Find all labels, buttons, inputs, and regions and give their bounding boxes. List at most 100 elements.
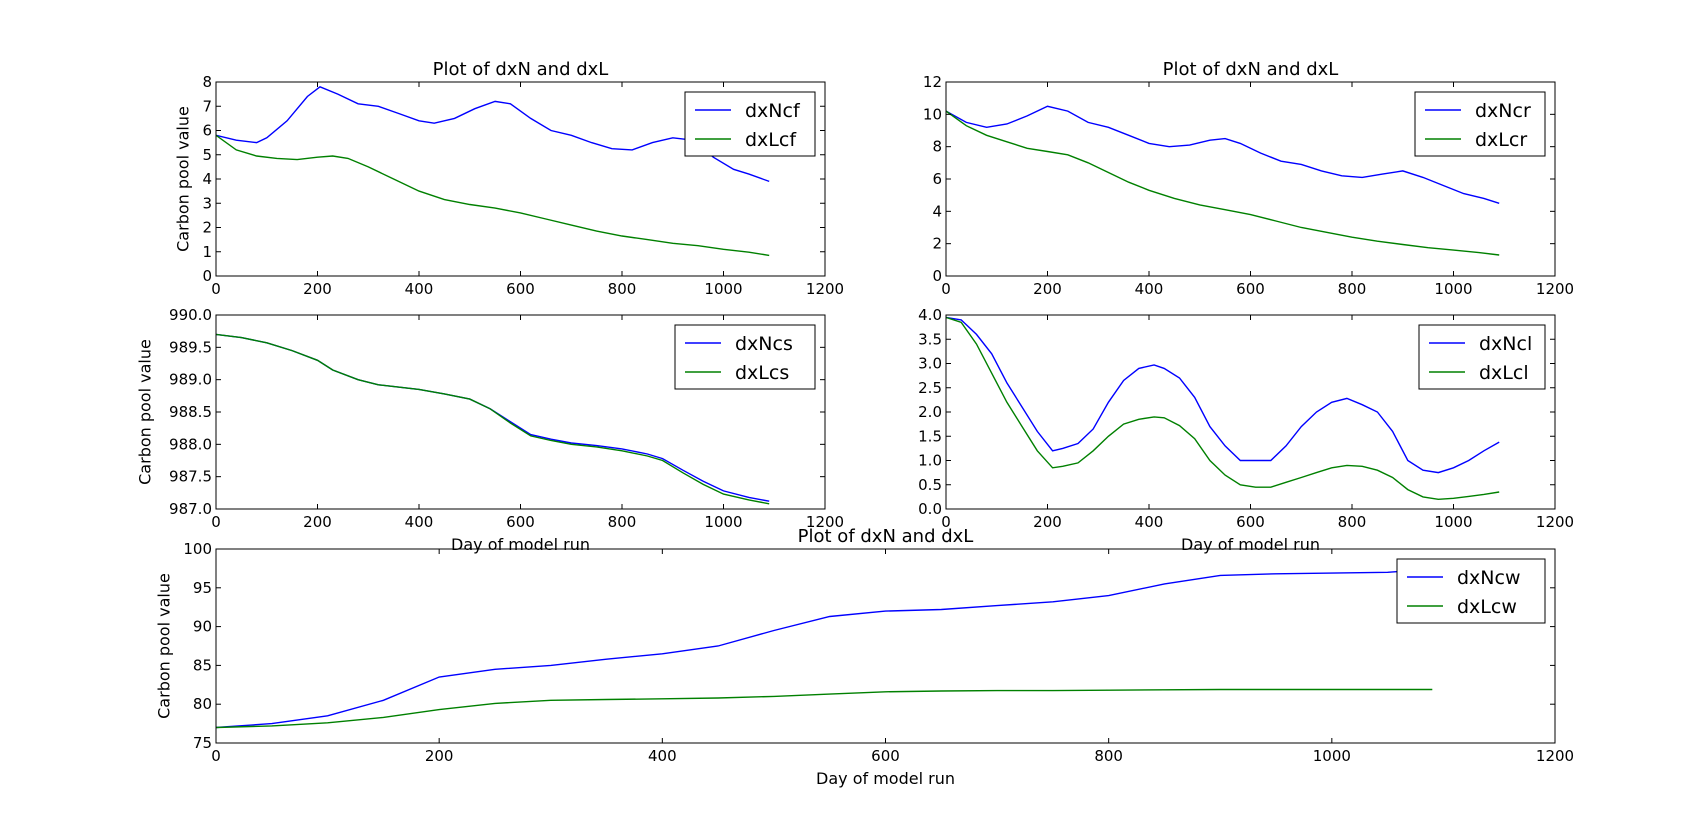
x-tick-label: 1200 <box>1536 513 1574 531</box>
y-tick-label: 5 <box>202 146 212 164</box>
series-line-dxLcr <box>946 110 1500 256</box>
y-tick-label: 3 <box>202 194 212 212</box>
series-group <box>216 333 770 505</box>
legend-box <box>1418 324 1546 390</box>
y-tick-label: 990.0 <box>169 306 212 324</box>
y-tick-label: 4.0 <box>918 306 942 324</box>
legend: dxNcf dxLcf <box>684 91 816 157</box>
y-tick-label: 1.5 <box>918 427 942 445</box>
y-tick-label: 95 <box>193 579 212 597</box>
legend: dxNcl dxLcl <box>1418 324 1546 390</box>
series-line-dxLcw <box>216 688 1433 729</box>
chart-title: Plot of dxN and dxL <box>433 59 609 80</box>
series-line-dxNcl <box>946 316 1500 474</box>
y-axis-label: Carbon pool value <box>155 573 174 719</box>
x-tick-label: 200 <box>303 280 332 298</box>
legend-label-dxNcr: dxNcr <box>1475 100 1531 122</box>
legend-label-dxLcr: dxLcr <box>1475 129 1527 151</box>
series-group <box>946 316 1500 501</box>
legend: dxNcr dxLcr <box>1414 91 1546 157</box>
x-tick-label: 1000 <box>1434 513 1472 531</box>
x-tick-label: 0 <box>211 280 221 298</box>
x-tick-label: 400 <box>1135 280 1164 298</box>
series-line-dxLcl <box>946 316 1500 501</box>
x-tick-label: 400 <box>405 513 434 531</box>
legend: dxNcs dxLcs <box>674 324 816 390</box>
y-tick-label: 3.5 <box>918 330 942 348</box>
subplot-5: 0 200 400 600 800 1000 1200 75 80 85 90 95 100 Plot o… <box>155 526 1575 788</box>
y-tick-label: 8 <box>932 138 942 156</box>
legend-label-dxLcl: dxLcl <box>1479 362 1529 384</box>
legend-label-dxNcs: dxNcs <box>735 333 793 355</box>
legend-label-dxLcs: dxLcs <box>735 362 789 384</box>
x-tick-label: 0 <box>941 280 951 298</box>
series-line-dxNcf <box>216 85 770 183</box>
legend-box <box>684 91 816 157</box>
x-tick-label: 1000 <box>704 513 742 531</box>
y-tick-label: 1.0 <box>918 452 942 470</box>
y-tick-label: 75 <box>193 734 212 752</box>
series-line-dxNcr <box>946 105 1500 204</box>
y-tick-label: 989.5 <box>169 338 212 356</box>
x-tick-label: 200 <box>425 747 454 765</box>
x-tick-label: 1200 <box>1536 747 1574 765</box>
legend-label-dxLcf: dxLcf <box>745 129 797 151</box>
legend-box <box>1414 91 1546 157</box>
x-tick-label: 200 <box>1033 513 1062 531</box>
x-axis-label: Day of model run <box>816 769 955 788</box>
legend-box <box>1396 558 1546 624</box>
y-tick-label: 987.5 <box>169 468 212 486</box>
y-tick-label: 2 <box>202 219 212 237</box>
y-axis-label: Carbon pool value <box>174 106 193 252</box>
y-tick-label: 1 <box>202 243 212 261</box>
x-tick-label: 600 <box>506 280 535 298</box>
y-tick-label: 0.5 <box>918 476 942 494</box>
subplot-2: 0 200 400 600 800 1000 1200 0 2 4 6 8 10 12 Plot of dx… <box>923 59 1574 298</box>
x-tick-label: 600 <box>1236 513 1265 531</box>
x-tick-label: 1200 <box>806 280 844 298</box>
x-tick-label: 1000 <box>1434 280 1472 298</box>
y-tick-label: 4 <box>932 202 942 220</box>
y-tick-label: 85 <box>193 656 212 674</box>
y-tick-label: 4 <box>202 170 212 188</box>
axes-frame <box>215 548 1556 744</box>
y-tick-label: 8 <box>202 73 212 91</box>
x-tick-label: 0 <box>211 513 221 531</box>
legend-box <box>674 324 816 390</box>
y-tick-label: 10 <box>923 105 942 123</box>
series-group <box>216 85 770 257</box>
y-tick-label: 6 <box>202 122 212 140</box>
y-tick-label: 0 <box>932 267 942 285</box>
chart-title: Plot of dxN and dxL <box>1163 59 1339 80</box>
legend-label-dxNcw: dxNcw <box>1457 567 1521 589</box>
x-tick-label: 1200 <box>806 513 844 531</box>
x-tick-label: 200 <box>303 513 332 531</box>
y-tick-label: 0 <box>202 267 212 285</box>
y-tick-label: 12 <box>923 73 942 91</box>
x-tick-label: 400 <box>1135 513 1164 531</box>
x-tick-label: 800 <box>1338 280 1367 298</box>
y-tick-label: 988.5 <box>169 403 212 421</box>
y-tick-label: 987.0 <box>169 500 212 518</box>
x-tick-label: 400 <box>648 747 677 765</box>
subplot-1: 0 200 400 600 800 1000 1200 0 1 2 3 4 5 6 7 8 Plot of dx… <box>174 59 845 298</box>
y-tick-label: 7 <box>202 97 212 115</box>
legend-label-dxLcw: dxLcw <box>1457 596 1517 618</box>
y-axis-label: Carbon pool value <box>136 339 155 485</box>
x-tick-label: 0 <box>211 747 221 765</box>
x-tick-label: 0 <box>941 513 951 531</box>
x-tick-label: 600 <box>1236 280 1265 298</box>
subplot-4: 0 200 400 600 800 1000 1200 0.0 0.5 1.0 1.5 2.0 2.5 3… <box>918 306 1574 554</box>
series-line-dxNcw <box>216 568 1433 729</box>
y-tick-label: 3.0 <box>918 355 942 373</box>
y-tick-label: 988.0 <box>169 435 212 453</box>
y-tick-label: 2 <box>932 235 942 253</box>
x-tick-label: 1000 <box>704 280 742 298</box>
y-tick-label: 6 <box>932 170 942 188</box>
x-tick-label: 1200 <box>1536 280 1574 298</box>
x-tick-label: 1000 <box>1313 747 1351 765</box>
series-group <box>216 568 1433 729</box>
x-tick-label: 600 <box>871 747 900 765</box>
y-tick-label: 2.5 <box>918 379 942 397</box>
